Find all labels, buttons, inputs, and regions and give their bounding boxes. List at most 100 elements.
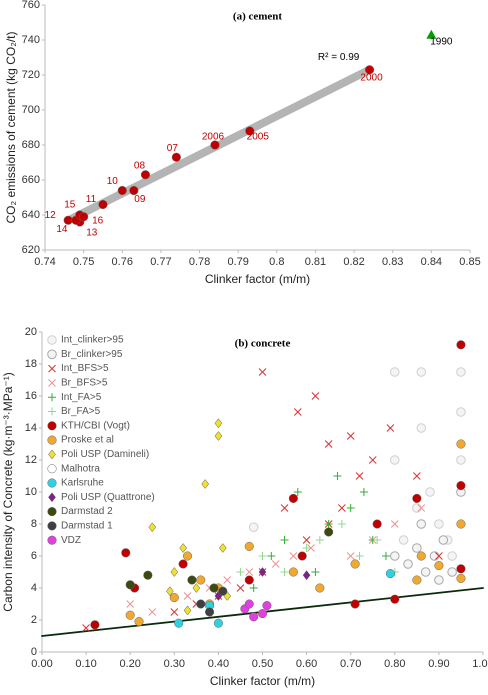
- y-tick-label: 16: [25, 390, 37, 402]
- x-tick-label: 0.84: [421, 256, 442, 268]
- point: [244, 575, 254, 585]
- legend-label: Poli USP (Quattrone): [61, 492, 155, 503]
- x-tick-label: 0.74: [34, 256, 55, 268]
- legend-marker: [48, 407, 56, 416]
- point-label: 09: [134, 194, 146, 205]
- x-tick-label: 0.20: [119, 658, 140, 670]
- point-label: 2006: [202, 132, 225, 143]
- point: [262, 601, 272, 611]
- x-tick-label: 0.8: [269, 256, 284, 268]
- x-tick-label: 0.70: [340, 658, 361, 670]
- point: [244, 541, 254, 551]
- point: [429, 551, 440, 561]
- point: [307, 544, 315, 552]
- y-tick-label: 0: [31, 646, 37, 658]
- point: [416, 367, 427, 377]
- point: [456, 573, 466, 583]
- y-tick-label: 12: [25, 454, 37, 466]
- point: [386, 424, 395, 432]
- point: [311, 568, 320, 576]
- legend-label: Br_clinker>95: [61, 349, 123, 360]
- point: [205, 607, 215, 617]
- y-tick-label: 720: [22, 69, 40, 81]
- point: [192, 583, 201, 593]
- point: [302, 536, 311, 544]
- point: [248, 522, 259, 533]
- point: [183, 605, 192, 616]
- point: [218, 586, 228, 596]
- point: [438, 535, 449, 545]
- point: [129, 185, 139, 196]
- trend-line: [68, 65, 374, 223]
- point: [350, 599, 360, 609]
- legend-label: KTH/CBI (Vogt): [61, 420, 130, 431]
- point: [244, 599, 254, 609]
- point: [434, 561, 444, 571]
- point: [390, 455, 400, 465]
- point: [456, 481, 466, 491]
- point: [346, 504, 355, 512]
- point: [435, 552, 443, 560]
- point: [403, 559, 413, 569]
- point: [381, 552, 390, 560]
- point-label: 1990: [430, 36, 453, 47]
- point-label: 16: [92, 215, 104, 226]
- point: [90, 620, 100, 630]
- point: [412, 503, 422, 513]
- x-tick-label: 0.83: [382, 256, 403, 268]
- legend-label: Darmstad 1: [61, 521, 113, 532]
- legend-marker: [47, 535, 57, 545]
- point: [390, 520, 399, 528]
- chart-title: (a) cement: [233, 11, 283, 23]
- point-label: 10: [107, 176, 119, 187]
- point: [148, 608, 157, 616]
- y-tick-label: 6: [31, 550, 37, 562]
- point: [338, 504, 346, 512]
- x-tick-label: 0.80: [384, 658, 405, 670]
- point: [196, 599, 206, 609]
- point: [183, 592, 192, 600]
- point: [434, 519, 444, 529]
- x-tick-label: 0.82: [343, 256, 364, 268]
- y-tick-label: 660: [22, 174, 40, 186]
- point: [210, 140, 220, 150]
- point: [280, 536, 289, 544]
- point-label: 2005: [247, 132, 270, 143]
- point-label: 12: [45, 210, 57, 221]
- legend-marker: [47, 478, 57, 488]
- point: [337, 520, 346, 528]
- x-tick-label: 0.78: [189, 256, 210, 268]
- point: [214, 431, 223, 441]
- legend-marker: [48, 393, 56, 402]
- point: [213, 618, 223, 628]
- legend-label: Int_FA>5: [61, 392, 102, 403]
- point: [385, 569, 395, 579]
- point: [390, 594, 400, 604]
- point: [315, 583, 325, 593]
- point: [79, 212, 89, 222]
- point: [456, 519, 466, 529]
- point: [196, 575, 206, 585]
- point: [178, 559, 188, 569]
- y-tick-label: 10: [25, 486, 37, 498]
- legend-label: Proske et al: [61, 435, 114, 446]
- legend-marker: [47, 435, 57, 445]
- x-tick-label: 0.30: [164, 658, 185, 670]
- point: [390, 367, 400, 377]
- point: [416, 551, 426, 561]
- legend-marker: [48, 449, 56, 460]
- point-label: 15: [64, 200, 76, 211]
- point: [412, 472, 421, 480]
- point-label: 2000: [360, 72, 383, 83]
- point: [257, 609, 268, 619]
- point: [201, 479, 209, 489]
- point: [456, 367, 466, 377]
- y-tick-label: 2: [31, 614, 37, 626]
- point: [324, 527, 334, 537]
- point: [125, 610, 135, 620]
- point: [447, 567, 457, 577]
- point: [218, 543, 227, 553]
- point: [390, 551, 400, 561]
- point: [288, 567, 298, 577]
- point: [456, 564, 466, 574]
